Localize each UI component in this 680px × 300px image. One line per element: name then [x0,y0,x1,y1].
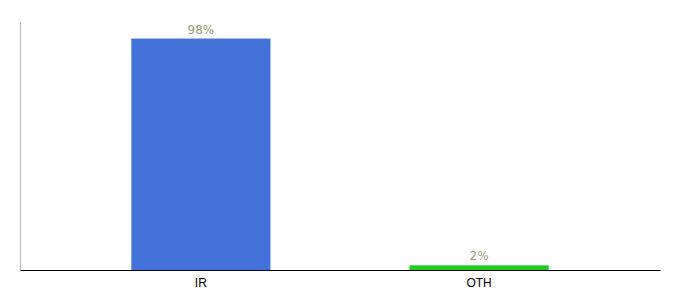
x-tick-label: IR [195,276,207,290]
bars [131,39,548,270]
x-tick-label: OTH [466,276,491,290]
chart-container: IR OTH 98% 2% [0,0,680,300]
bar [131,39,270,270]
plot: IR OTH 98% 2% [21,23,661,290]
data-label: 2% [470,249,489,263]
bar [410,265,549,270]
data-label: 98% [188,23,215,37]
x-axis: IR OTH [21,271,661,290]
x-tick: IR [195,276,207,290]
y-axis [20,23,21,271]
x-axis-line [21,270,661,271]
chart: IR OTH 98% 2% [0,0,680,300]
data-labels: 98% 2% [188,23,489,264]
x-tick: OTH [466,276,491,290]
y-axis-line [20,23,21,271]
